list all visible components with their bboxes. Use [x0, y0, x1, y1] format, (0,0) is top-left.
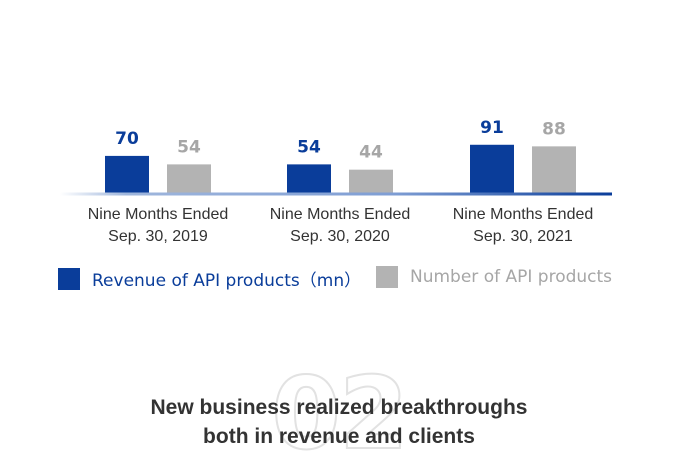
bar-series2-cat1	[167, 164, 211, 193]
x-axis-line	[60, 192, 612, 196]
x-tick-label-cat1-line2: Sep. 30, 2019	[108, 228, 208, 245]
bar-series2-cat2	[349, 169, 393, 193]
legend-swatch-revenue	[58, 267, 80, 290]
legend-swatch-number	[376, 266, 398, 288]
section-title: New business realized breakthroughs both…	[0, 393, 678, 451]
legend-item-number: Number of API products	[376, 266, 612, 288]
data-label-series2-cat2: 44	[359, 143, 383, 163]
data-label-series2-cat3: 88	[542, 119, 566, 139]
section-title-line-2: both in revenue and clients	[203, 425, 475, 448]
x-tick-label-cat1-line1: Nine Months Ended	[88, 206, 229, 223]
x-tick-label-cat3-line1: Nine Months Ended	[453, 206, 594, 223]
bar-series2-cat3	[532, 146, 576, 193]
bar-series1-cat3	[470, 144, 514, 193]
bar-series1-cat1	[105, 155, 149, 193]
x-tick-label-cat2-line1: Nine Months Ended	[270, 206, 411, 223]
section-title-line-1: New business realized breakthroughs	[150, 396, 528, 419]
data-label-series1-cat3: 91	[480, 118, 504, 138]
data-label-series2-cat1: 54	[177, 137, 201, 157]
data-label-series1-cat1: 70	[115, 129, 139, 149]
section-header: 02 New business realized breakthroughs b…	[0, 360, 678, 465]
x-tick-label-cat3-line2: Sep. 30, 2021	[473, 228, 573, 245]
bar-series1-cat2	[287, 164, 331, 193]
x-tick-label-cat2-line2: Sep. 30, 2020	[290, 228, 390, 245]
legend-label-revenue: Revenue of API products（mn）	[92, 271, 362, 291]
bar-chart: 70 54 91 54 44 88 Nine Months Ended Sep. 30, 20…	[60, 118, 612, 245]
legend-label-number: Number of API products	[410, 267, 613, 287]
data-label-series1-cat2: 54	[297, 137, 321, 157]
legend-item-revenue: Revenue of API products（mn）	[58, 266, 361, 291]
section-number: 02	[270, 355, 409, 472]
